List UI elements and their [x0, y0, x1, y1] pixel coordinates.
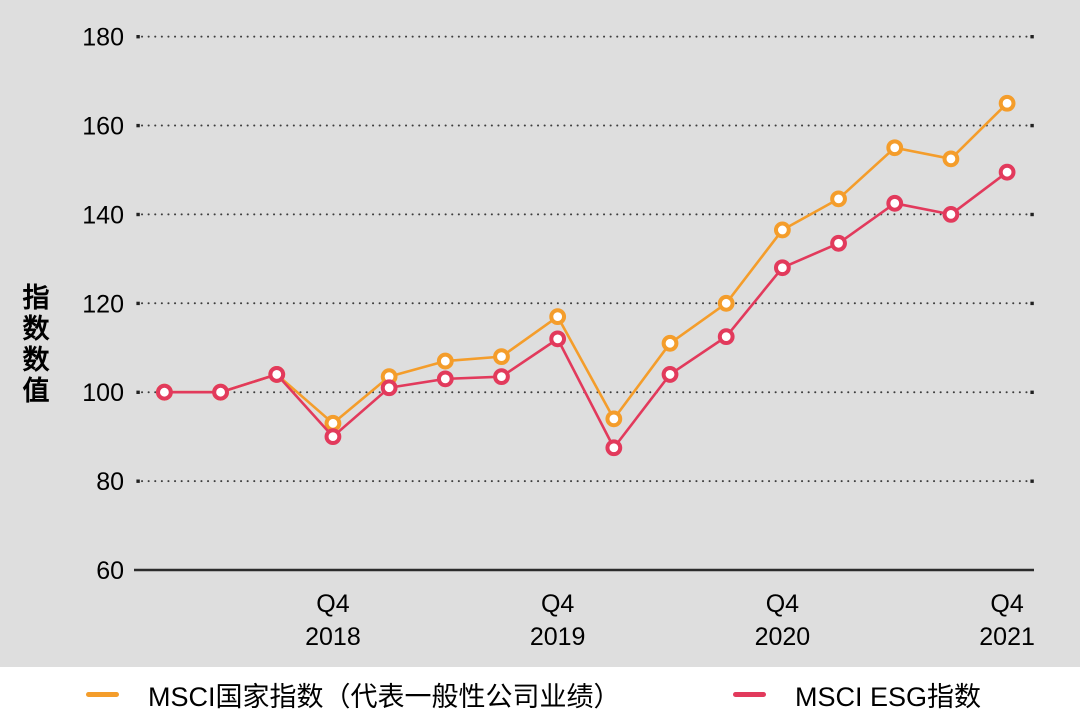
data-point-marker	[212, 383, 229, 401]
y-tick-label: 160	[82, 113, 124, 141]
grid-end-dot	[136, 479, 140, 483]
y-axis-title: 指 数 数 值	[22, 283, 50, 406]
grid-end-dot	[1030, 123, 1034, 128]
grid-end-dot	[136, 390, 140, 394]
grid-end-dot	[136, 123, 140, 128]
y-tick-label: 180	[82, 24, 124, 52]
data-point-marker	[156, 383, 173, 401]
x-tick-label-quarter: Q4	[766, 590, 799, 618]
grid-end-dot	[136, 301, 140, 306]
data-point-marker	[493, 368, 510, 386]
data-point-marker	[717, 328, 735, 346]
data-point-marker	[436, 352, 454, 370]
x-tick-label-year: 2018	[305, 623, 361, 651]
data-point-marker	[830, 190, 847, 208]
x-tick-label-quarter: Q4	[316, 590, 349, 618]
y-tick-label: 100	[82, 379, 124, 407]
data-point-marker	[661, 366, 679, 383]
x-tick-label-year: 2020	[755, 623, 811, 651]
series-line-country	[164, 102, 1009, 425]
data-point-marker	[605, 439, 623, 457]
data-point-marker	[549, 330, 567, 348]
data-point-marker	[268, 366, 286, 383]
grid-end-dot	[1030, 212, 1034, 217]
legend-label-esg: MSCI ESG指数	[795, 682, 982, 712]
data-point-marker	[830, 234, 847, 252]
data-point-marker	[773, 221, 791, 239]
data-point-marker	[942, 206, 960, 223]
y-tick-label: 60	[96, 557, 124, 585]
line-chart-canvas: 180 160 140 120 100 80 60 Q4 2018 Q4 2019 Q4 2020 Q4 2…	[82, 24, 1035, 651]
data-point-marker	[717, 294, 735, 312]
x-tick-label-quarter: Q4	[990, 590, 1023, 618]
legend: MSCI国家指数（代表一般性公司业绩） MSCI ESG指数	[0, 667, 1080, 722]
data-point-marker	[436, 370, 454, 388]
legend-item-msci-esg: MSCI ESG指数	[733, 667, 981, 722]
legend-dash-esg-icon	[733, 692, 766, 697]
legend-label-country: MSCI国家指数（代表一般性公司业绩）	[148, 682, 621, 712]
grid-end-dot	[1030, 301, 1034, 306]
grid-end-dot	[1030, 479, 1034, 483]
data-point-marker	[324, 414, 342, 432]
data-point-marker	[324, 428, 342, 446]
x-tick-label-quarter: Q4	[541, 590, 574, 618]
data-point-marker	[942, 150, 960, 168]
data-point-marker	[493, 348, 510, 366]
legend-dash-country-icon	[86, 692, 119, 697]
plot-panel: 指 数 数 值 180 160 140 120 100 80 60 Q4 2018 Q4 2019 Q…	[0, 0, 1080, 667]
x-tick-label-year: 2021	[979, 623, 1035, 651]
data-point-marker	[773, 259, 791, 277]
data-point-marker	[886, 194, 904, 212]
y-tick-label: 80	[96, 468, 124, 496]
x-tick-label-year: 2019	[530, 623, 586, 651]
y-tick-label: 140	[82, 201, 124, 229]
data-point-marker	[998, 94, 1016, 112]
grid-end-dot	[1030, 35, 1034, 39]
y-tick-label: 120	[82, 290, 124, 318]
data-point-marker	[998, 163, 1016, 181]
data-point-marker	[380, 379, 398, 397]
data-point-marker	[549, 308, 567, 326]
grid-end-dot	[136, 212, 140, 217]
series-line-esg	[164, 171, 1008, 450]
grid-end-dot	[136, 35, 140, 39]
data-point-marker	[661, 334, 679, 352]
data-point-marker	[886, 139, 904, 157]
data-point-marker	[605, 410, 623, 428]
legend-item-msci-country: MSCI国家指数（代表一般性公司业绩）	[86, 667, 621, 722]
grid-end-dot	[1030, 390, 1034, 394]
